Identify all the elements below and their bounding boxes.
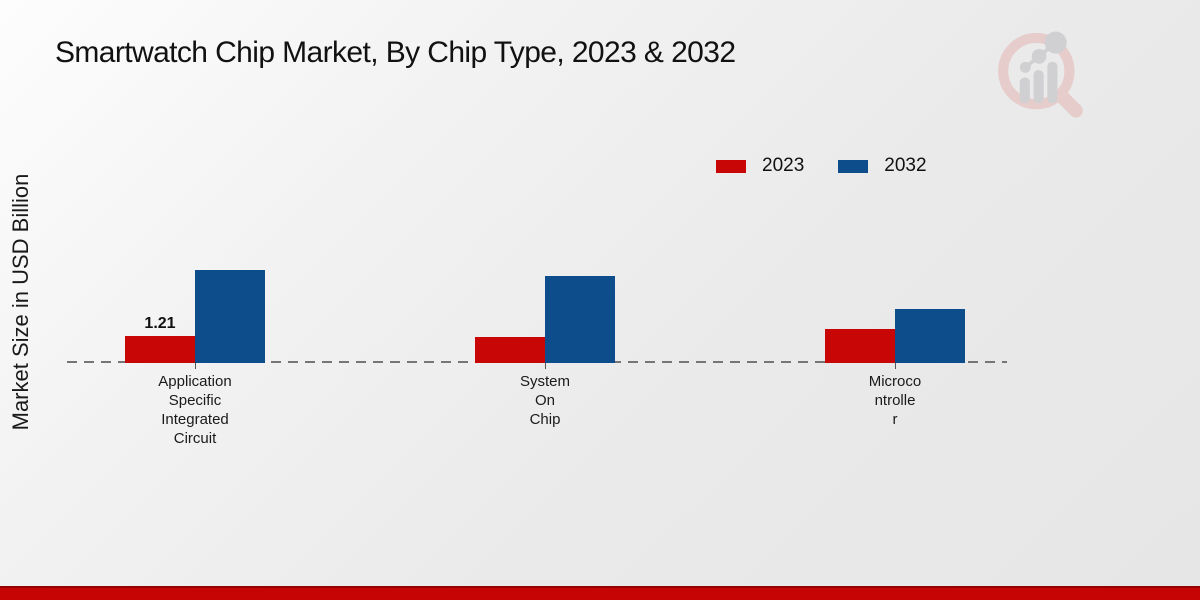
x-tick-label-line: Microco xyxy=(868,373,922,390)
x-tick-label-line: On xyxy=(534,392,555,409)
bar-2023-microcontroller xyxy=(825,329,895,363)
x-tick-label-line: Chip xyxy=(529,411,561,428)
x-tick-label-line: System xyxy=(519,373,570,390)
x-tick-label-line: Integrated xyxy=(161,411,229,428)
x-tick-label-microcontroller: Microco ntrolle r xyxy=(810,372,980,429)
bar-2032-microcontroller xyxy=(895,309,965,363)
chart-title: Smartwatch Chip Market, By Chip Type, 20… xyxy=(55,36,736,69)
bar-2023-application-specific-integrated-circuit xyxy=(125,336,195,363)
legend: 2023 2032 xyxy=(716,155,927,177)
bar-2023-system-on-chip xyxy=(475,337,545,363)
bar-value-label-2023-application-specific-integrated-circuit: 1.21 xyxy=(144,315,176,332)
x-tick-label-line: Application xyxy=(158,373,232,390)
legend-swatch-2032 xyxy=(838,159,869,173)
footer-accent-bar xyxy=(0,586,1200,600)
x-axis-tick-system-on-chip xyxy=(545,363,546,369)
x-tick-label-application-specific-integrated-circuit: Application Specific Integrated Circuit xyxy=(110,372,280,448)
x-tick-label-line: ntrolle xyxy=(874,392,916,409)
legend-item-2032: 2032 xyxy=(838,155,927,177)
x-axis-tick-microcontroller xyxy=(895,363,896,369)
legend-swatch-2023 xyxy=(716,159,746,173)
legend-label-2032: 2032 xyxy=(884,155,927,176)
x-tick-label-line: Circuit xyxy=(173,430,217,447)
x-tick-label-line: r xyxy=(892,411,898,428)
bar-2032-application-specific-integrated-circuit xyxy=(195,270,265,363)
x-tick-label-line: Specific xyxy=(168,392,222,409)
legend-item-2023: 2023 xyxy=(716,155,804,177)
legend-label-2023: 2023 xyxy=(762,155,805,176)
x-tick-label-system-on-chip: System On Chip xyxy=(460,372,630,429)
bar-2032-system-on-chip xyxy=(545,276,615,363)
x-axis-tick-application-specific-integrated-circuit xyxy=(195,363,196,369)
magnifier-bar-chart-logo-icon xyxy=(998,31,1083,118)
